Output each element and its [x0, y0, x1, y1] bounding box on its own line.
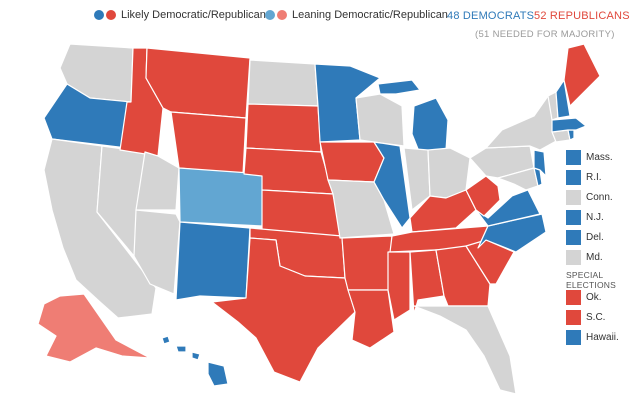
swatch-nj — [566, 210, 581, 225]
state-nh — [555, 79, 571, 119]
dem-dot-icon — [94, 10, 104, 20]
special-elections-title: SPECIAL ELECTIONS — [566, 270, 616, 290]
state-sd — [245, 103, 322, 153]
state-nm — [175, 221, 251, 301]
state-tx — [211, 237, 356, 383]
legend-likely-label: Likely Democratic/Republican — [121, 9, 266, 21]
state-co — [178, 167, 265, 227]
state-va — [475, 189, 541, 227]
legend-leaning-label: Leaning Democratic/Republican — [292, 9, 448, 21]
state-wi — [355, 93, 405, 147]
special-title-line-2: ELECTIONS — [566, 280, 616, 290]
swatch-sc — [566, 310, 581, 325]
side-label-ok: Ok. — [586, 292, 602, 303]
state-hi-2 — [175, 345, 187, 353]
state-nd — [247, 59, 319, 107]
side-label-md: Md. — [586, 252, 603, 263]
state-ut — [135, 151, 180, 211]
side-label-ri: R.I. — [586, 172, 602, 183]
state-fl — [413, 305, 517, 395]
lean-dem-dot-icon — [265, 10, 275, 20]
majority-note: (51 NEEDED FOR MAJORITY) — [475, 29, 615, 40]
legend-likely: Likely Democratic/Republican — [94, 9, 266, 21]
side-label-ma: Mass. — [586, 152, 613, 163]
side-row-ok: Ok. — [566, 290, 602, 305]
state-ms — [387, 251, 411, 321]
swatch-hi — [566, 330, 581, 345]
state-ny — [485, 95, 559, 151]
swatch-md — [566, 250, 581, 265]
state-ma — [551, 117, 587, 133]
swatch-ri — [566, 170, 581, 185]
side-row-ct: Conn. — [566, 190, 613, 205]
state-me — [563, 43, 601, 107]
legend-leaning: Leaning Democratic/Republican — [265, 9, 448, 21]
state-il — [373, 141, 411, 229]
state-mi-lower — [411, 97, 449, 155]
side-row-de: Del. — [566, 230, 604, 245]
state-mi — [377, 79, 421, 95]
swatch-ct — [566, 190, 581, 205]
top-legend: Likely Democratic/Republican Leaning Dem… — [0, 9, 640, 29]
side-row-ri: R.I. — [566, 170, 602, 185]
special-title-line-1: SPECIAL — [566, 270, 604, 280]
state-az — [133, 209, 181, 295]
side-row-sc: S.C. — [566, 310, 605, 325]
state-hi-3 — [191, 351, 201, 361]
state-al — [409, 249, 445, 315]
swatch-ok — [566, 290, 581, 305]
state-hi-big — [207, 361, 229, 387]
side-row-ma: Mass. — [566, 150, 613, 165]
state-md — [497, 167, 539, 191]
state-nj — [533, 149, 547, 177]
lean-rep-dot-icon — [277, 10, 287, 20]
rep-dot-icon — [106, 10, 116, 20]
state-ia — [319, 141, 385, 183]
side-row-hi: Hawaii. — [566, 330, 619, 345]
state-hi-1 — [161, 335, 171, 345]
dem-count: 48 DEMOCRATS — [447, 10, 535, 22]
side-label-sc: S.C. — [586, 312, 606, 323]
side-row-md: Md. — [566, 250, 603, 265]
state-ks — [261, 189, 343, 237]
swatch-de — [566, 230, 581, 245]
state-la — [347, 289, 395, 349]
rep-count: 52 REPUBLICANS — [534, 10, 630, 22]
side-label-hi: Hawaii. — [586, 332, 619, 343]
state-wy — [170, 111, 247, 175]
side-label-ct: Conn. — [586, 192, 613, 203]
state-ar — [341, 235, 393, 291]
side-row-nj: N.J. — [566, 210, 604, 225]
swatch-ma — [566, 150, 581, 165]
side-label-de: Del. — [586, 232, 604, 243]
side-label-nj: N.J. — [586, 212, 604, 223]
state-ak — [37, 293, 151, 363]
